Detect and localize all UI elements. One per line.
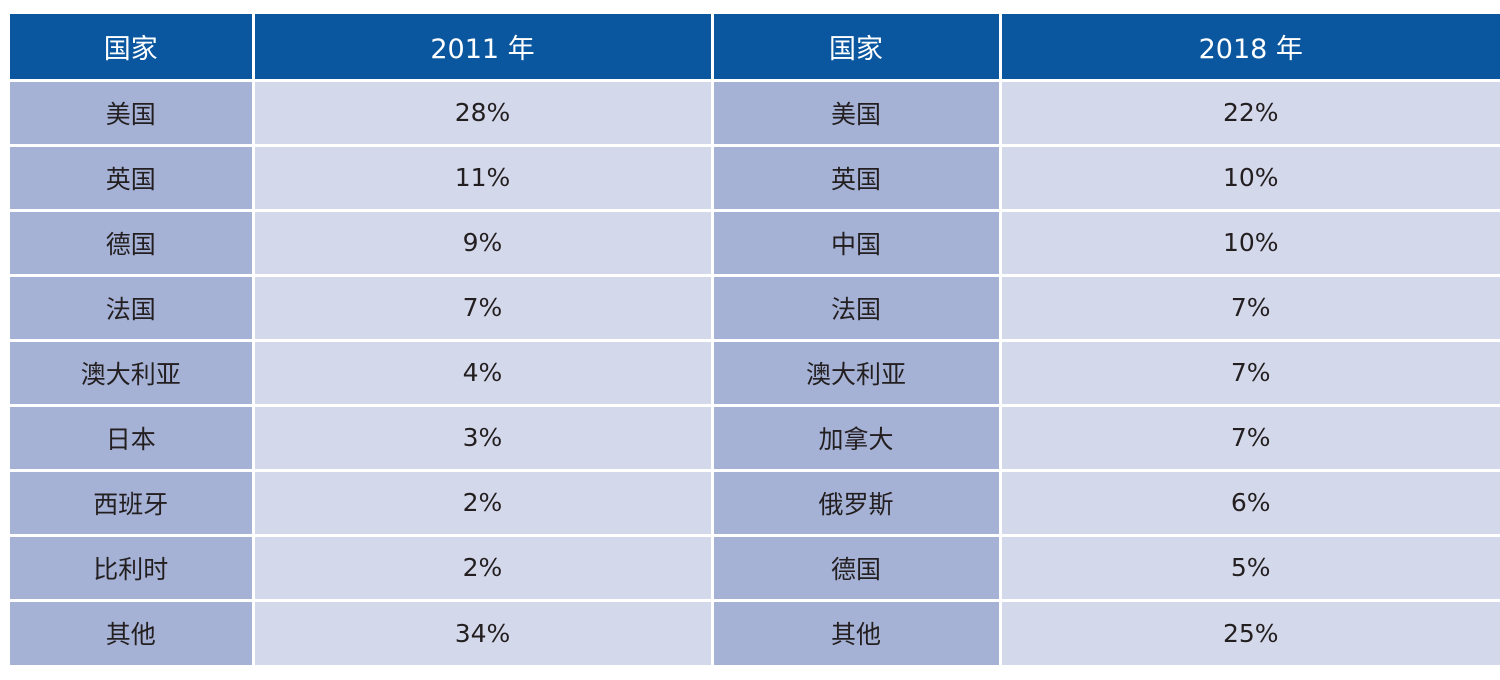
country-share-table-container: 国家 2011 年 国家 2018 年 美国 28% 美国 22% 英国 11%… [10,14,1500,665]
header-year-2011: 2011 年 [251,14,714,82]
share-2011-cell: 9% [251,208,714,277]
table-row: 其他 34% 其他 25% [10,598,1500,665]
country-2018-cell: 俄罗斯 [710,468,1002,537]
share-2011-cell: 11% [251,143,714,212]
country-2011-cell: 比利时 [10,533,255,602]
country-2018-cell: 法国 [710,273,1002,342]
share-2018-cell: 10% [998,143,1500,212]
table-row: 西班牙 2% 俄罗斯 6% [10,468,1500,537]
table-row: 法国 7% 法国 7% [10,273,1500,342]
share-2018-cell: 5% [998,533,1500,602]
country-2011-cell: 美国 [10,78,255,147]
header-country-2018: 国家 [710,14,1002,82]
country-2011-cell: 其他 [10,598,255,665]
table-body: 美国 28% 美国 22% 英国 11% 英国 10% 德国 9% 中国 10%… [10,78,1500,665]
country-2018-cell: 其他 [710,598,1002,665]
header-year-2018: 2018 年 [998,14,1500,82]
share-2011-cell: 34% [251,598,714,665]
country-2018-cell: 美国 [710,78,1002,147]
table-row: 比利时 2% 德国 5% [10,533,1500,602]
share-2018-cell: 7% [998,338,1500,407]
table-row: 澳大利亚 4% 澳大利亚 7% [10,338,1500,407]
table-row: 英国 11% 英国 10% [10,143,1500,212]
table-row: 德国 9% 中国 10% [10,208,1500,277]
share-2018-cell: 6% [998,468,1500,537]
table-header: 国家 2011 年 国家 2018 年 [10,14,1500,82]
country-2011-cell: 德国 [10,208,255,277]
country-2018-cell: 澳大利亚 [710,338,1002,407]
header-country-2011: 国家 [10,14,255,82]
country-2018-cell: 加拿大 [710,403,1002,472]
country-2018-cell: 中国 [710,208,1002,277]
country-2018-cell: 英国 [710,143,1002,212]
country-2011-cell: 日本 [10,403,255,472]
country-2011-cell: 法国 [10,273,255,342]
country-2018-cell: 德国 [710,533,1002,602]
share-2018-cell: 7% [998,273,1500,342]
country-2011-cell: 西班牙 [10,468,255,537]
share-2018-cell: 10% [998,208,1500,277]
share-2018-cell: 22% [998,78,1500,147]
table-row: 日本 3% 加拿大 7% [10,403,1500,472]
country-share-table: 国家 2011 年 国家 2018 年 美国 28% 美国 22% 英国 11%… [10,14,1500,665]
share-2011-cell: 2% [251,468,714,537]
share-2011-cell: 7% [251,273,714,342]
share-2018-cell: 7% [998,403,1500,472]
share-2018-cell: 25% [998,598,1500,665]
share-2011-cell: 28% [251,78,714,147]
country-2011-cell: 澳大利亚 [10,338,255,407]
country-2011-cell: 英国 [10,143,255,212]
share-2011-cell: 4% [251,338,714,407]
table-row: 美国 28% 美国 22% [10,78,1500,147]
share-2011-cell: 2% [251,533,714,602]
share-2011-cell: 3% [251,403,714,472]
header-row: 国家 2011 年 国家 2018 年 [10,14,1500,82]
